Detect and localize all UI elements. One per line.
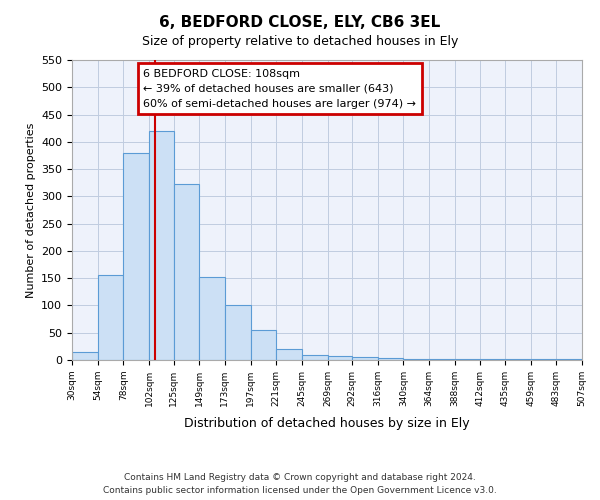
Bar	[199, 277, 225, 360]
Bar	[403, 359, 429, 360]
Bar	[251, 330, 276, 360]
Bar	[225, 306, 251, 360]
Bar	[276, 349, 302, 360]
Text: Contains HM Land Registry data © Crown copyright and database right 2024.
Contai: Contains HM Land Registry data © Crown c…	[103, 474, 497, 495]
Y-axis label: Number of detached properties: Number of detached properties	[26, 122, 35, 298]
Bar	[429, 359, 455, 360]
Bar	[328, 356, 352, 360]
Text: Size of property relative to detached houses in Ely: Size of property relative to detached ho…	[142, 35, 458, 48]
Bar	[72, 352, 98, 360]
Bar	[352, 358, 378, 360]
X-axis label: Distribution of detached houses by size in Ely: Distribution of detached houses by size …	[184, 417, 470, 430]
Text: 6, BEDFORD CLOSE, ELY, CB6 3EL: 6, BEDFORD CLOSE, ELY, CB6 3EL	[160, 15, 440, 30]
Bar	[173, 184, 199, 360]
Bar	[149, 131, 173, 360]
Bar	[302, 354, 328, 360]
Bar	[98, 276, 124, 360]
Bar	[124, 152, 149, 360]
Text: 6 BEDFORD CLOSE: 108sqm
← 39% of detached houses are smaller (643)
60% of semi-d: 6 BEDFORD CLOSE: 108sqm ← 39% of detache…	[143, 69, 416, 108]
Bar	[378, 358, 403, 360]
